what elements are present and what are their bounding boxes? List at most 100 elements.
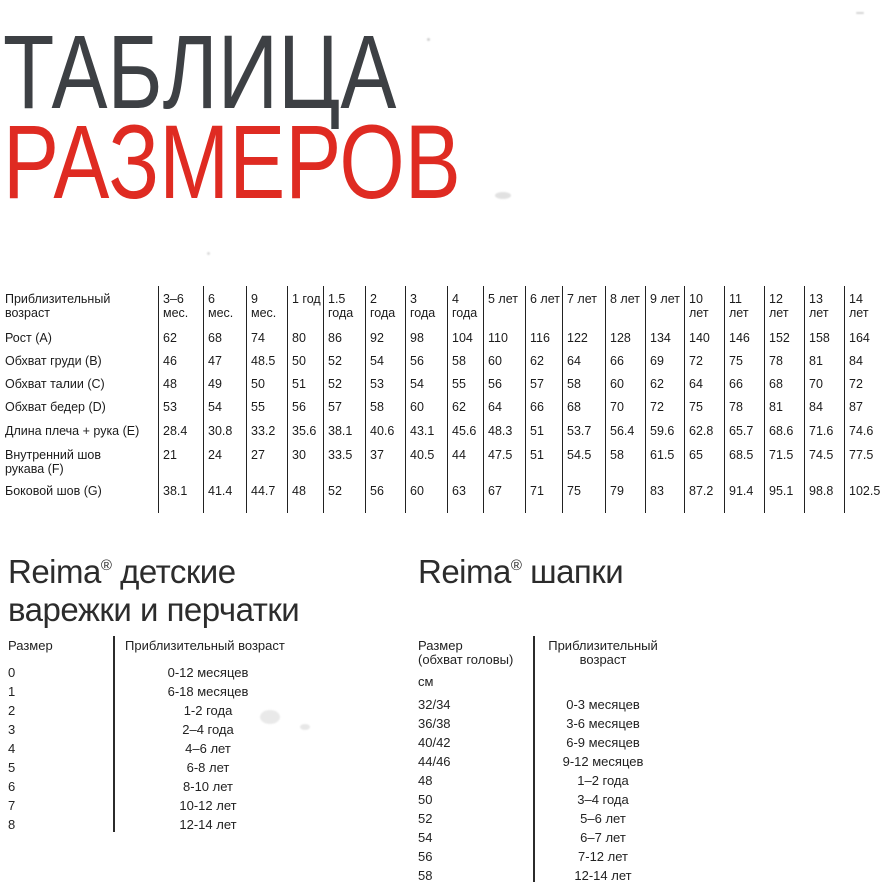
table-row: 3 2–4 года <box>8 722 318 742</box>
table-cell: 48.3 <box>483 423 525 447</box>
scan-artifact <box>856 12 864 14</box>
hats-table-header: Размер (обхват головы) Приблизительный воз… <box>418 636 718 666</box>
table-cell: 83 <box>645 483 684 513</box>
column-divider <box>113 636 115 832</box>
table-cell: 62.8 <box>684 423 724 447</box>
table-cell: 78 <box>724 399 764 423</box>
table-cell: 104 <box>447 330 483 353</box>
size-value: 7 <box>8 797 16 813</box>
table-row: 2 1-2 года <box>8 703 318 723</box>
size-value: 52 <box>418 810 433 826</box>
scan-artifact <box>495 192 511 199</box>
age-value: 8-10 лет <box>183 778 233 794</box>
table-cell: 1 год <box>287 286 323 330</box>
table-cell: 74.5 <box>804 447 844 483</box>
table-cell: Боковой шов (G) <box>5 484 102 498</box>
size-value: 56 <box>418 848 433 864</box>
table-cell: 66 <box>605 353 645 376</box>
mittens-title-rest: детские <box>111 553 236 590</box>
table-row: 5 6-8 лет <box>8 760 318 780</box>
age-value: 3-6 месяцев <box>566 715 640 731</box>
table-row: 54 6–7 лет <box>418 830 718 850</box>
table-cell: 74 <box>246 330 287 353</box>
mittens-table-header: Размер Приблизительный возраст <box>8 636 318 653</box>
table-cell: 44.7 <box>246 483 287 513</box>
table-row: 4 4–6 лет <box>8 740 318 761</box>
table-cell: 67 <box>483 483 525 513</box>
table-cell: 13 лет <box>804 286 844 330</box>
scan-artifact <box>207 252 210 255</box>
table-cell: Приблизительный возраст <box>5 292 111 320</box>
table-cell: 52 <box>323 483 365 513</box>
table-cell: 75 <box>562 483 605 513</box>
table-row: 58 12-14 лет <box>418 868 718 882</box>
unit-label: см <box>418 674 434 689</box>
table-cell: 45.6 <box>447 423 483 447</box>
table-row: Обхват талии (C) 48 49 50 51 52 53 54 55 56 57 58 60… <box>5 376 889 399</box>
table-cell: 80 <box>287 330 323 353</box>
table-cell: 58 <box>605 447 645 483</box>
table-row: Боковой шов (G) 38.1 41.4 44.7 48 52 56 60 63 67 7… <box>5 483 889 513</box>
table-cell: 56 <box>287 399 323 423</box>
table-cell: 72 <box>684 353 724 376</box>
size-value: 44/46 <box>418 753 451 769</box>
table-cell: 56 <box>365 483 405 513</box>
table-row: 36/38 3-6 месяцев <box>418 715 718 736</box>
table-cell: 75 <box>684 399 724 423</box>
table-cell: 3 года <box>405 286 447 330</box>
table-row: Обхват груди (B) 46 47 48.5 50 52 54 56 58 60 62 64… <box>5 353 889 376</box>
table-cell: 72 <box>645 399 684 423</box>
size-column-header: Размер (обхват головы) <box>418 638 514 667</box>
table-cell: 5 лет <box>483 286 525 330</box>
size-value: 8 <box>8 816 16 832</box>
table-cell: 61.5 <box>645 447 684 483</box>
table-cell: 6 лет <box>525 286 562 330</box>
table-cell: 24 <box>203 447 246 483</box>
table-cell: 21 <box>158 447 203 483</box>
table-cell: 102.5 <box>844 483 889 513</box>
size-value: 0 <box>8 664 16 680</box>
table-cell: 71.6 <box>804 423 844 447</box>
age-value: 0-3 месяцев <box>566 696 640 712</box>
table-cell: 33.2 <box>246 423 287 447</box>
table-cell: 56 <box>483 376 525 399</box>
age-value: 1–2 года <box>577 772 629 788</box>
registered-trademark-icon: ® <box>510 557 522 574</box>
hats-section-title: Reima® шапки <box>418 555 624 594</box>
table-cell: 110 <box>483 330 525 353</box>
table-cell: 65.7 <box>724 423 764 447</box>
table-cell: 91.4 <box>724 483 764 513</box>
age-column-header: Приблизительный возраст <box>125 638 285 653</box>
table-cell: 52 <box>323 376 365 399</box>
table-cell: 30 <box>287 447 323 483</box>
table-cell: 51 <box>525 447 562 483</box>
table-cell: 10 лет <box>684 286 724 330</box>
mittens-rows: 0 0-12 месяцев 1 6-18 месяцев 2 1-2 года… <box>8 664 318 837</box>
table-cell: 53 <box>365 376 405 399</box>
table-cell: 54.5 <box>562 447 605 483</box>
table-cell: 116 <box>525 330 562 353</box>
table-row: Рост (A) 62 68 74 80 86 92 98 104 110 116 122 128 134… <box>5 330 889 353</box>
table-cell: 54 <box>203 399 246 423</box>
table-cell: 98 <box>405 330 447 353</box>
table-row: 1 6-18 месяцев <box>8 684 318 704</box>
table-cell: 51 <box>525 423 562 447</box>
table-cell: 12 лет <box>764 286 804 330</box>
table-cell: 71 <box>525 483 562 513</box>
table-row: 7 10-12 лет <box>8 797 318 818</box>
size-value: 40/42 <box>418 734 451 750</box>
table-row: 8 12-14 лет <box>8 816 318 837</box>
table-cell: 33.5 <box>323 447 365 483</box>
table-cell: 164 <box>844 330 889 353</box>
table-cell: 48 <box>158 376 203 399</box>
age-value: 0-12 месяцев <box>167 664 249 680</box>
table-cell: 58 <box>365 399 405 423</box>
table-cell: 62 <box>158 330 203 353</box>
table-cell: 68 <box>764 376 804 399</box>
table-cell: 27 <box>246 447 287 483</box>
table-cell: 50 <box>246 376 287 399</box>
table-cell: 53.7 <box>562 423 605 447</box>
table-cell: 58 <box>562 376 605 399</box>
age-value: 4–6 лет <box>185 740 231 756</box>
page-title: ТАБЛИЦА РАЗМЕРОВ <box>3 20 461 215</box>
